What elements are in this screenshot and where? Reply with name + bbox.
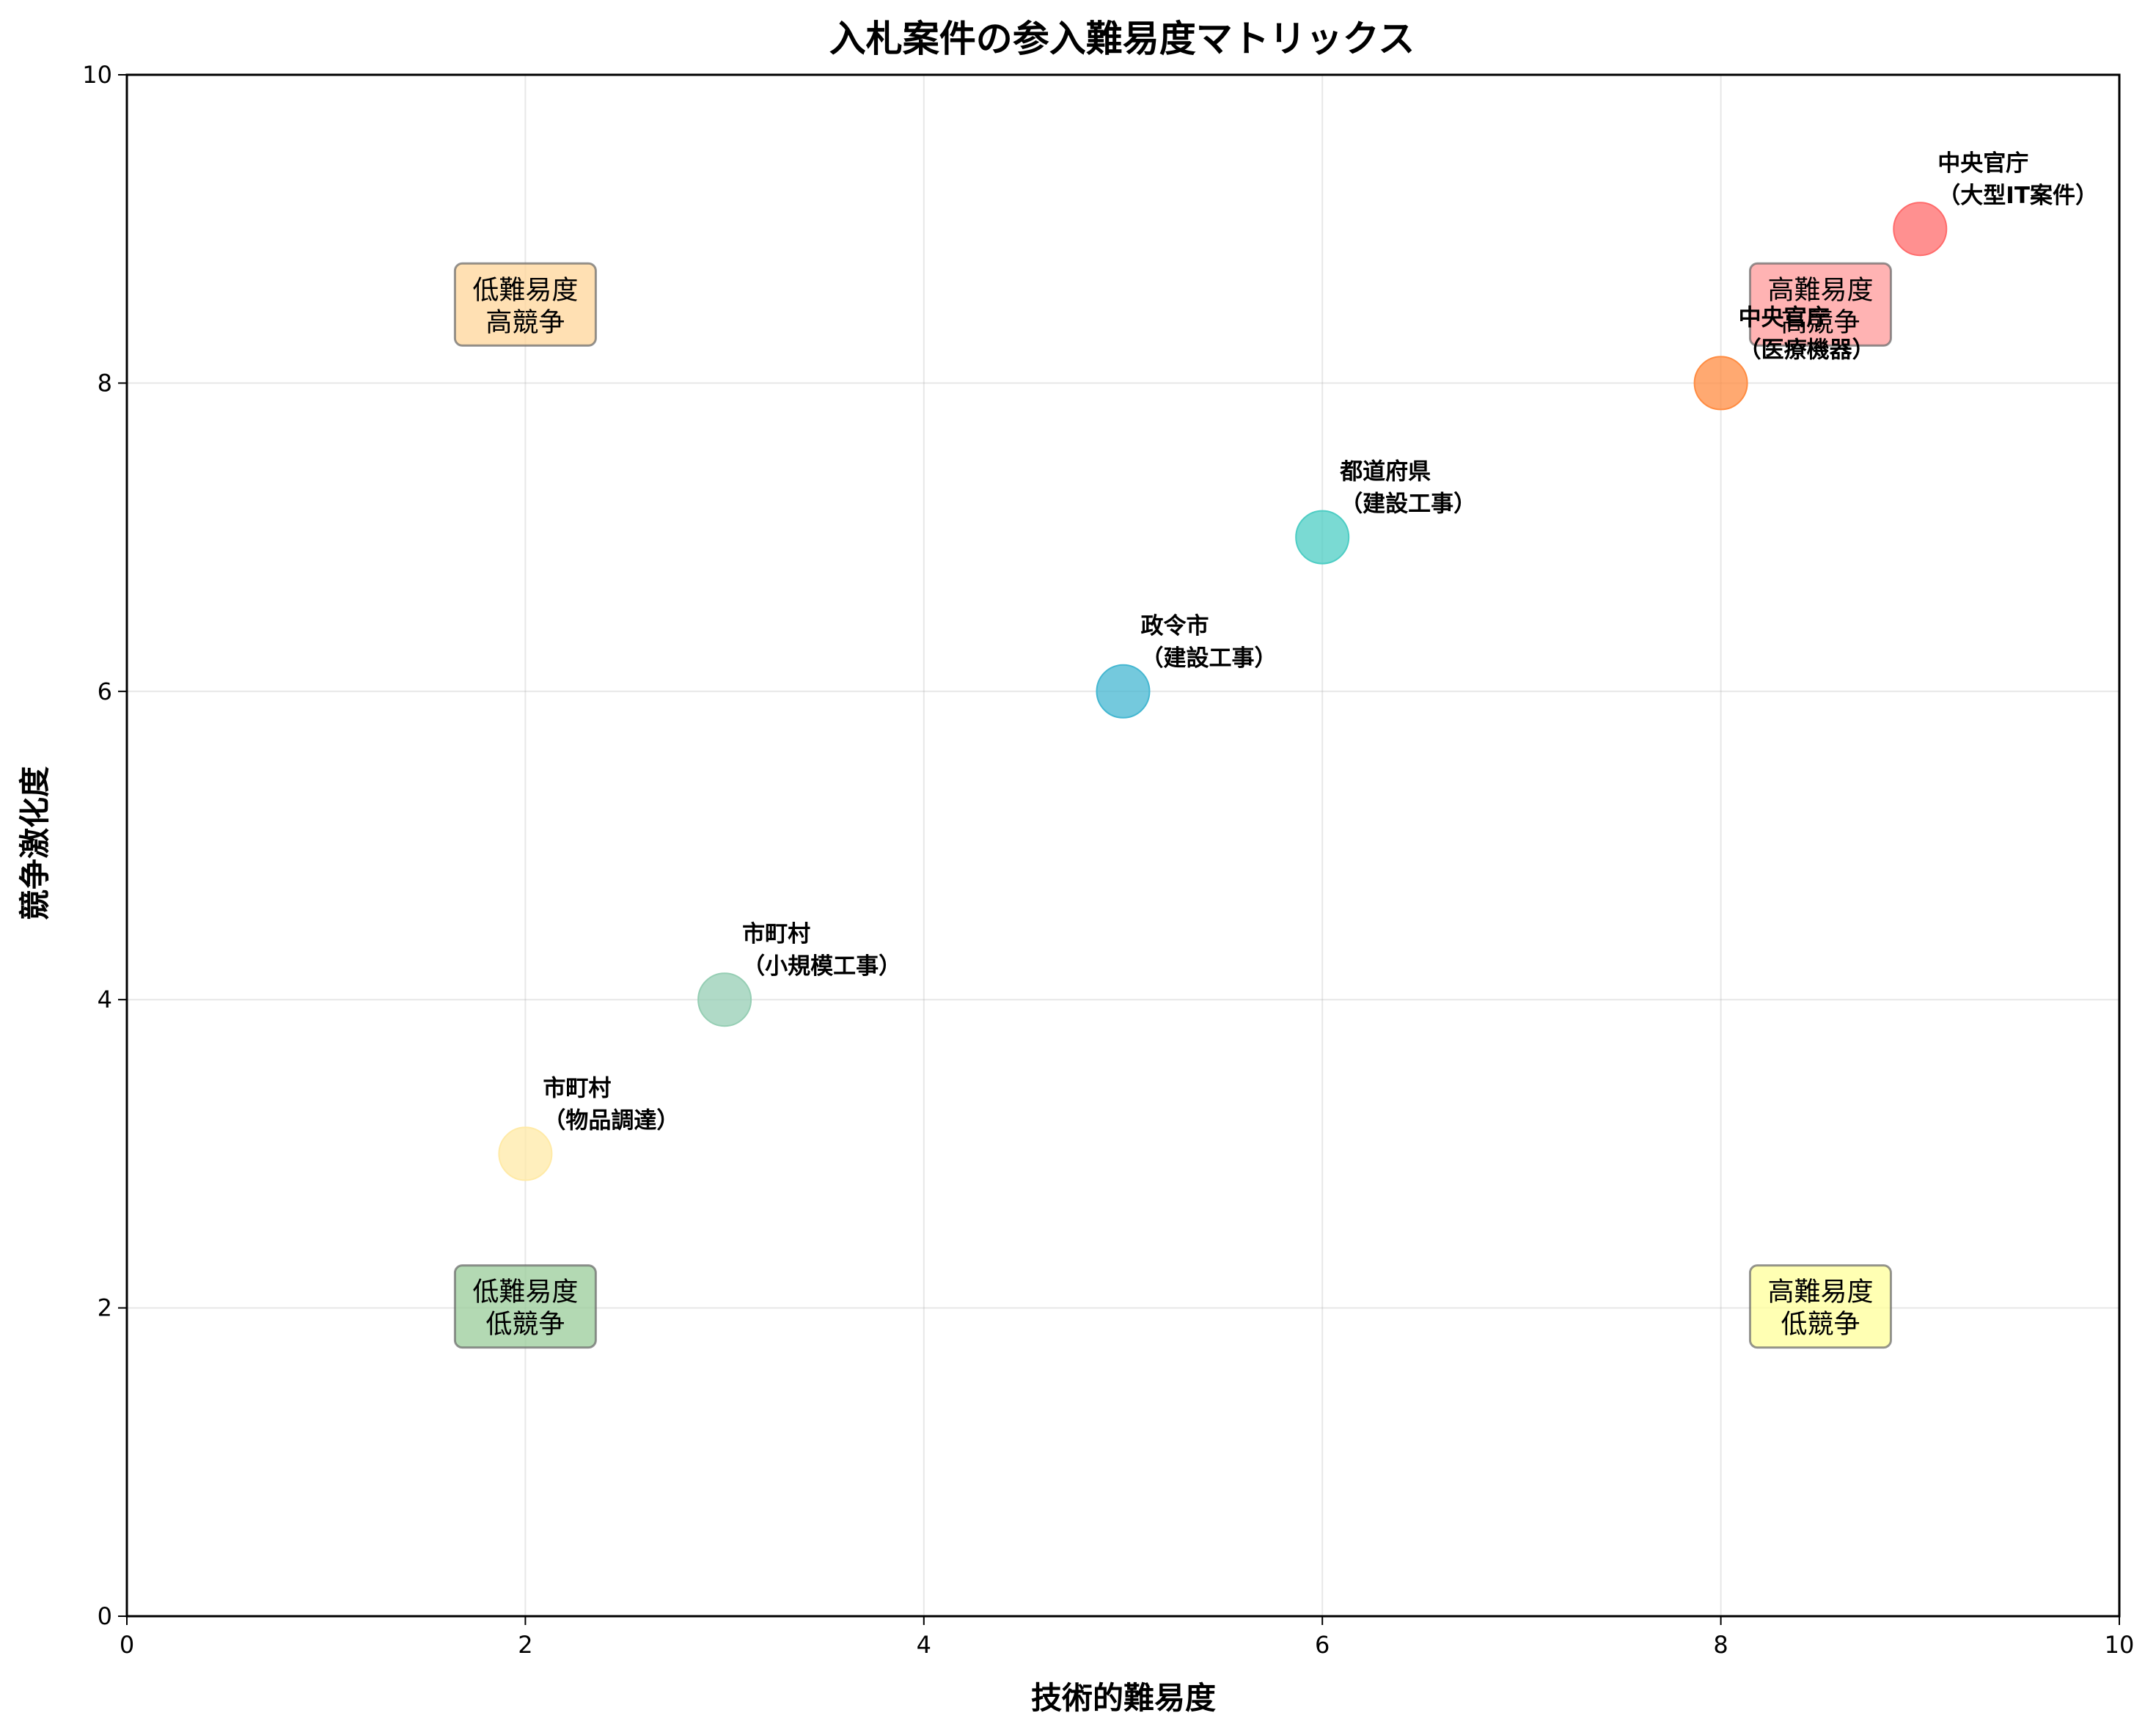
point-label: 市町村 [543, 1075, 611, 1101]
data-point [1096, 664, 1151, 719]
quadrant-label: 低競争 [485, 1310, 565, 1340]
y-tick-label: 6 [98, 678, 112, 705]
point-label: （大型IT案件） [1937, 183, 2098, 209]
x-tick-label: 0 [120, 1631, 134, 1659]
point-label: 中央官庁 [1937, 150, 2028, 177]
x-tick-label: 2 [518, 1631, 532, 1659]
plot-frame [125, 73, 2121, 1618]
x-tick-label: 6 [1315, 1631, 1330, 1659]
x-axis-label: 技術的難易度 [1031, 1680, 1216, 1716]
quadrant-label: 高難易度 [1767, 1277, 1873, 1307]
quadrant-box [453, 262, 597, 347]
point-label: （物品調達） [543, 1107, 679, 1134]
point-label: （医療機器） [1739, 337, 1875, 363]
point-label: 政令市 [1141, 613, 1209, 639]
y-tick-label: 0 [98, 1602, 112, 1630]
quadrant-label: 低難易度 [472, 275, 578, 305]
point-label: （小規模工事） [742, 953, 901, 980]
quadrant-label: 高難易度 [1767, 275, 1873, 305]
data-point [498, 1126, 553, 1181]
data-point [697, 972, 752, 1027]
data-point [1893, 202, 1948, 257]
quadrant-label: 低競争 [1781, 1310, 1860, 1340]
chart-title: 入札案件の参入難易度マトリックス [829, 18, 1415, 60]
point-label: （建設工事） [1340, 491, 1476, 518]
data-point [1295, 510, 1350, 565]
x-tick-label: 4 [917, 1631, 931, 1659]
point-label: 中央官庁 [1739, 304, 1830, 331]
quadrant-label: 低難易度 [472, 1277, 578, 1307]
point-labels: 中央官庁 （大型IT案件） 中央官庁 （医療機器） 都道府県 （建設工事） 政令市 （建設工事… [543, 150, 2098, 1134]
y-tick-label: 4 [98, 986, 112, 1013]
y-tick-label: 8 [98, 369, 112, 397]
x-tick-label: 8 [1713, 1631, 1728, 1659]
point-label: 市町村 [742, 921, 810, 947]
quadrant-box [1748, 1264, 1892, 1349]
quadrant-label: 高競争 [1781, 307, 1860, 337]
quadrant-box [1748, 262, 1892, 347]
data-point [1693, 356, 1748, 411]
point-label: 都道府県 [1339, 459, 1431, 485]
quadrant-box [453, 1264, 597, 1349]
axis-ticks: 0 2 4 6 8 10 0 2 4 6 8 10 [82, 61, 2134, 1659]
point-label: （建設工事） [1141, 645, 1277, 672]
data-points [498, 202, 1948, 1181]
y-axis-label: 競争激化度 [17, 766, 53, 920]
quadrant-label: 高競争 [485, 307, 565, 337]
y-tick-label: 2 [98, 1294, 112, 1322]
y-tick-label: 10 [82, 61, 112, 89]
x-tick-label: 10 [2105, 1631, 2135, 1659]
